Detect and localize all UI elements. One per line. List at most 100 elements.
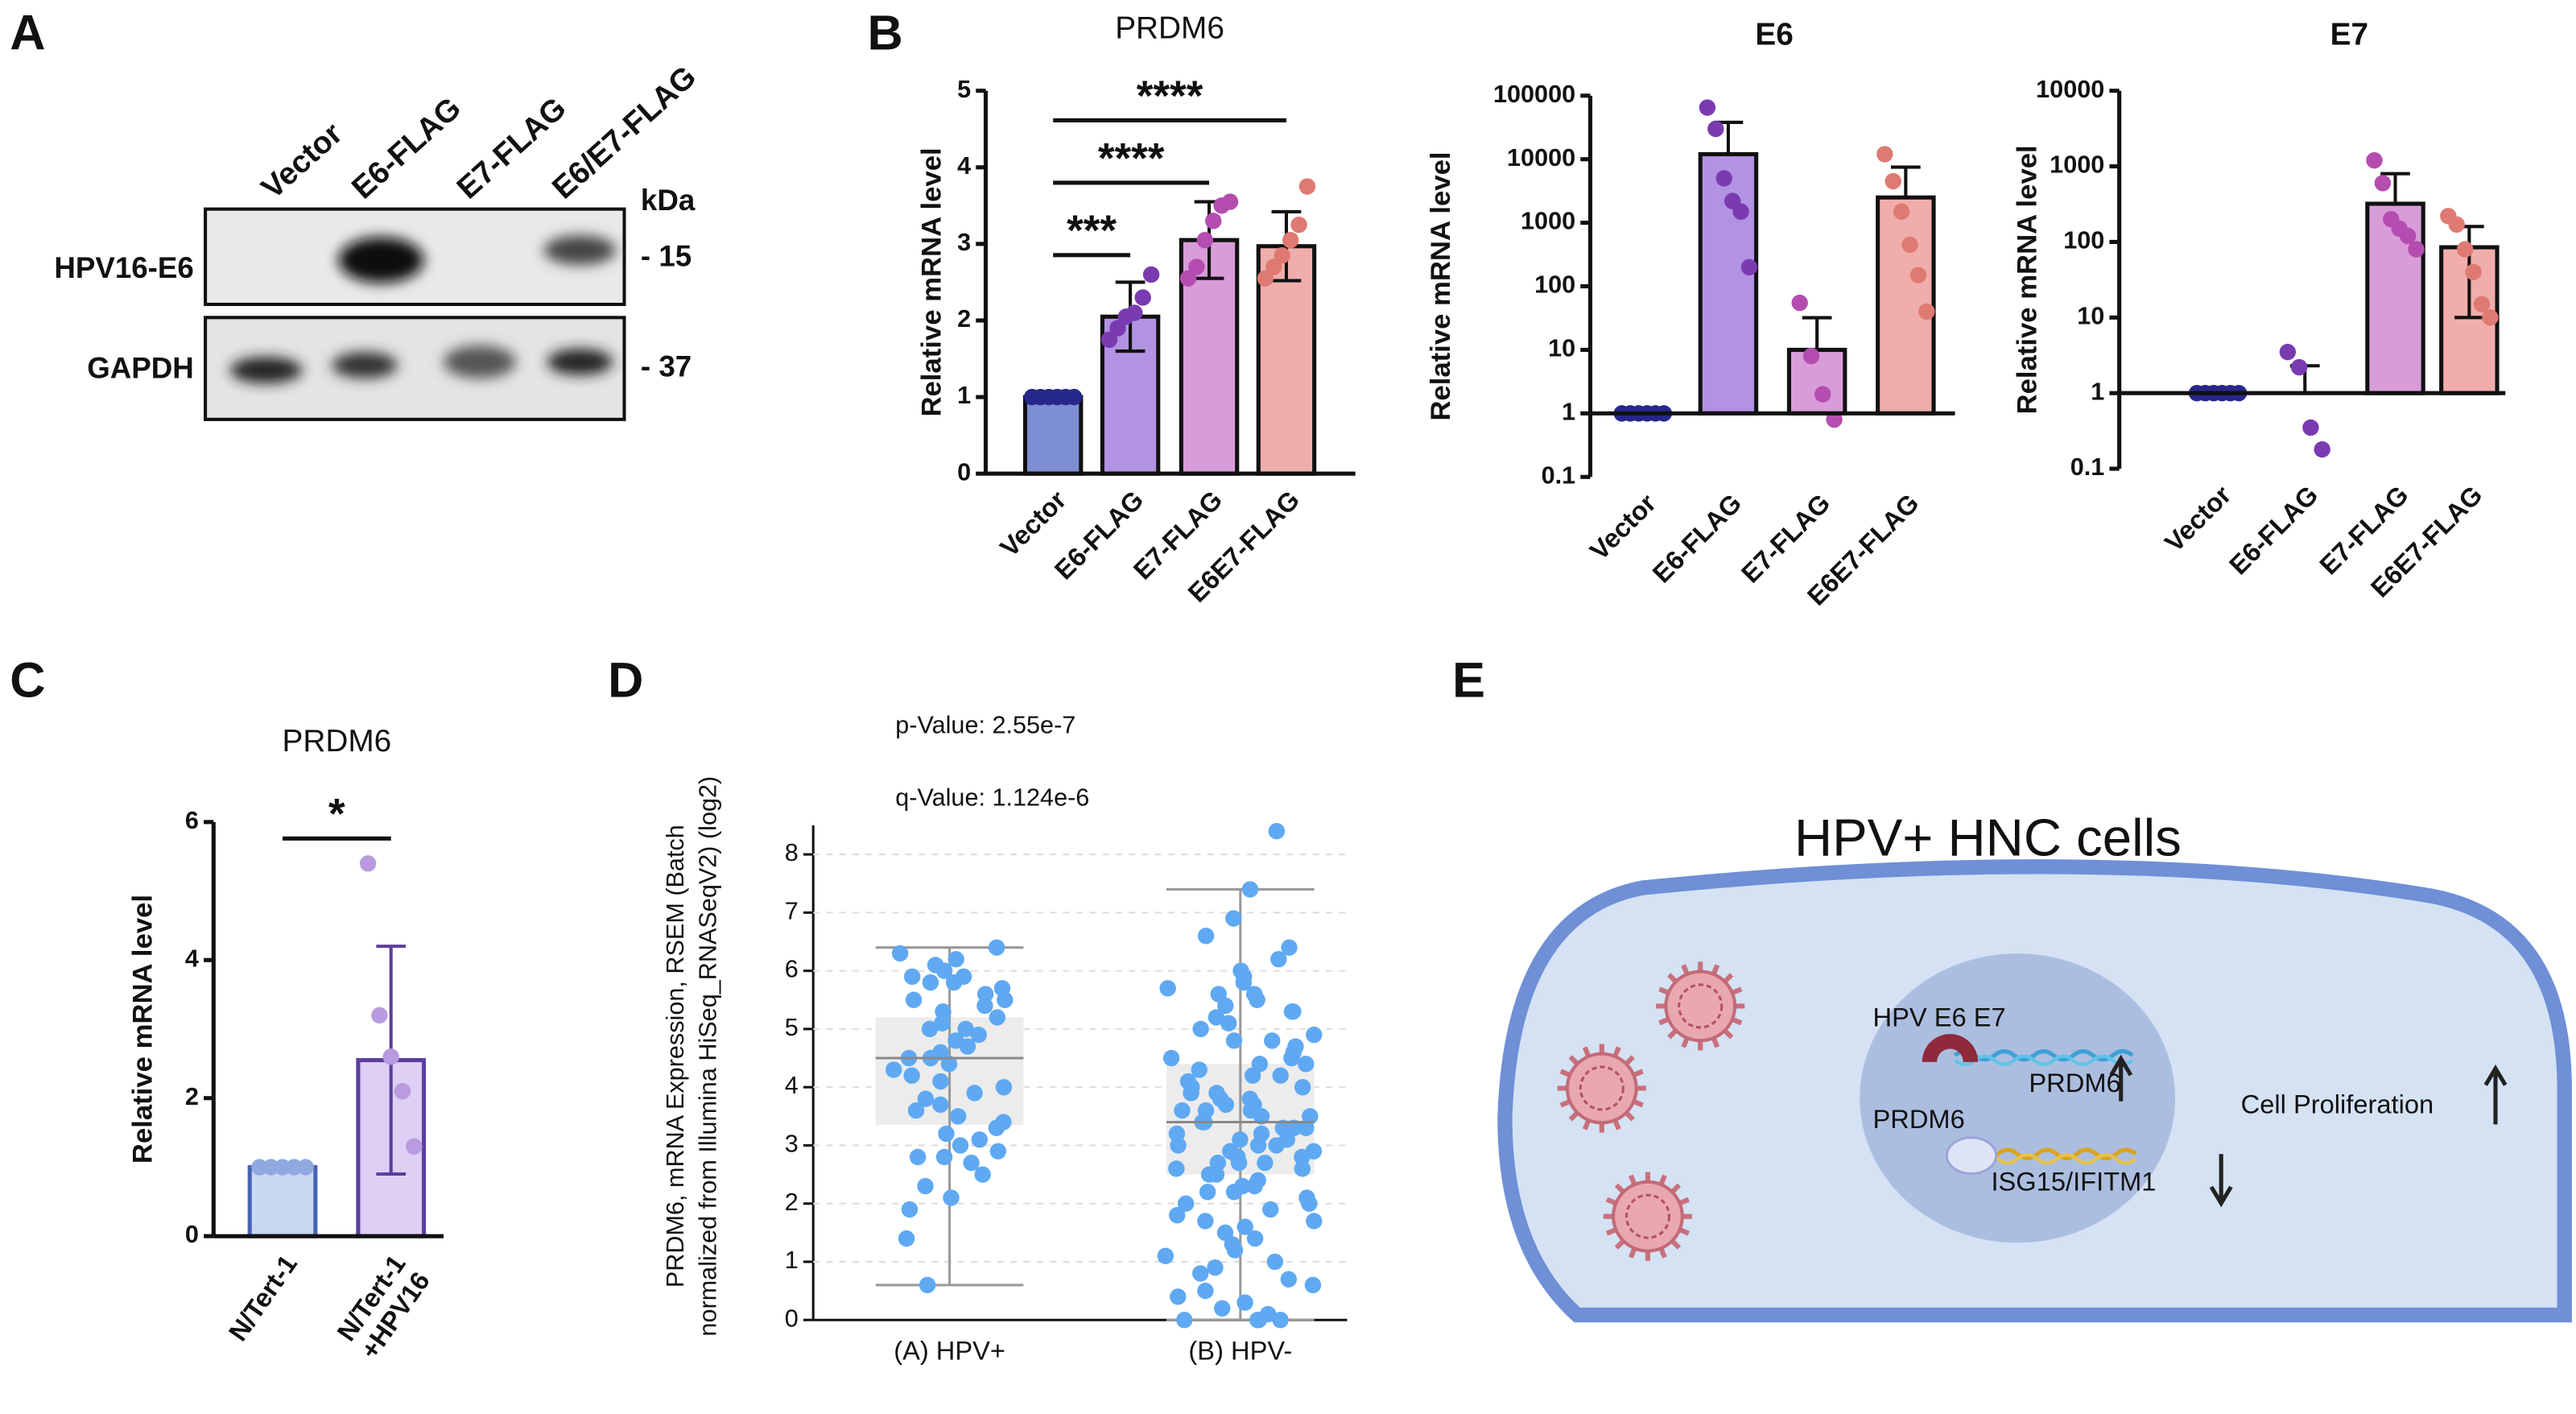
data-point	[903, 1067, 920, 1084]
data-point	[1265, 258, 1282, 275]
data-point	[1170, 1137, 1187, 1154]
data-point	[959, 1038, 976, 1055]
virus-core	[1579, 1065, 1624, 1111]
data-point	[1246, 1230, 1264, 1247]
y-tick-label: 5	[785, 1014, 799, 1041]
data-point	[1885, 172, 1901, 190]
data-point	[995, 1078, 1013, 1096]
data-point	[1901, 236, 1918, 254]
data-point	[1893, 203, 1910, 220]
data-point	[2399, 227, 2417, 245]
x-tick-label: (B) HPV-	[1188, 1336, 1292, 1366]
oncoprotein	[1922, 1034, 1979, 1062]
data-point	[997, 991, 1013, 1008]
data-point	[1170, 1288, 1187, 1305]
data-point	[970, 1026, 987, 1044]
data-point	[1208, 1009, 1225, 1026]
data-point	[2408, 241, 2425, 258]
y-tick-label: 8	[785, 839, 799, 866]
data-point	[1253, 1108, 1270, 1125]
data-point	[1126, 304, 1143, 321]
data-point	[1814, 386, 1831, 403]
data-point	[1176, 1312, 1193, 1329]
virus-capsid	[1565, 1052, 1638, 1125]
lane-label: Vector	[255, 116, 349, 205]
data-point	[2448, 216, 2465, 234]
data-point	[1274, 246, 1290, 264]
data-point	[1192, 1265, 1209, 1282]
panel-label: C	[10, 653, 45, 708]
data-point	[957, 1020, 974, 1038]
diagram-label: ISG15/IFITM1	[1991, 1166, 2156, 1196]
data-point	[1802, 347, 1820, 365]
y-tick-label: 100	[2063, 227, 2104, 254]
y-tick-label: 0	[785, 1304, 799, 1332]
data-point	[1268, 822, 1286, 840]
data-point	[947, 950, 964, 968]
y-tick-label: 4	[185, 945, 199, 972]
arrow-up	[2483, 1065, 2508, 1125]
virus-capsid	[1612, 1180, 1684, 1253]
data-point	[2374, 175, 2392, 192]
row-label: HPV16-E6	[54, 251, 193, 284]
diagram-label: PRDM6	[1873, 1104, 1965, 1134]
data-point	[1196, 231, 1214, 249]
data-point	[1272, 1067, 1289, 1084]
data-point	[891, 945, 909, 962]
data-point	[2473, 296, 2491, 312]
data-point	[394, 1082, 411, 1100]
data-point	[2302, 419, 2319, 436]
y-tick-label: 2	[185, 1083, 199, 1110]
significance-label: ****	[1137, 72, 1203, 120]
data-point	[1306, 1026, 1323, 1044]
y-tick-label: 100000	[1493, 81, 1575, 108]
data-point	[1157, 1247, 1174, 1264]
data-point	[1298, 1119, 1315, 1136]
data-point	[1249, 1137, 1267, 1154]
data-point	[1197, 1282, 1214, 1300]
annotation: p-Value: 2.55e-7	[895, 712, 1075, 739]
data-point	[1298, 178, 1316, 195]
y-tick-label: 1	[957, 382, 971, 409]
virus	[1656, 961, 1745, 1051]
data-point	[1191, 1061, 1208, 1078]
data-point	[952, 1137, 969, 1154]
data-point	[1245, 1096, 1262, 1114]
data-point	[919, 1276, 936, 1294]
size-marker: - 15	[641, 240, 691, 273]
data-point	[1225, 1032, 1243, 1049]
data-point	[1268, 1137, 1285, 1154]
data-point	[989, 1009, 1006, 1026]
significance-label: ***	[1067, 207, 1117, 254]
data-point	[1249, 991, 1265, 1008]
y-tick-label: 1000	[1521, 208, 1575, 235]
data-point	[966, 1085, 983, 1102]
data-point	[406, 1138, 423, 1155]
data-point	[909, 1148, 927, 1166]
y-tick-label: 0	[957, 458, 971, 486]
band	[543, 235, 617, 266]
chart-title: E6	[1755, 18, 1793, 52]
data-point	[949, 1108, 967, 1125]
data-point	[903, 968, 921, 986]
y-tick-label: 10000	[1507, 144, 1575, 172]
data-point	[1197, 1102, 1215, 1119]
y-tick-label: 1	[1562, 398, 1575, 425]
data-point	[1283, 1049, 1300, 1067]
data-point	[251, 1159, 268, 1176]
diagram-label: Cell Proliferation	[2241, 1089, 2434, 1119]
virus-capsid	[1664, 970, 1737, 1043]
data-point	[1298, 1056, 1315, 1073]
y-tick-label: 6	[185, 807, 199, 834]
bar	[1876, 195, 1936, 416]
x-tick-label: E6-FLAG	[2223, 480, 2324, 581]
data-point	[1192, 1020, 1209, 1038]
y-tick-label: 7	[785, 897, 799, 924]
data-point	[359, 855, 377, 872]
data-point	[1272, 1312, 1289, 1329]
y-tick-label: 1000	[2050, 151, 2104, 179]
cell-diagram: HPV+ HNC cells HPV E6 E7 PRDM6 PRDM6 ISG…	[1497, 808, 2572, 1323]
data-point	[1142, 266, 1160, 283]
data-point	[1179, 270, 1197, 287]
